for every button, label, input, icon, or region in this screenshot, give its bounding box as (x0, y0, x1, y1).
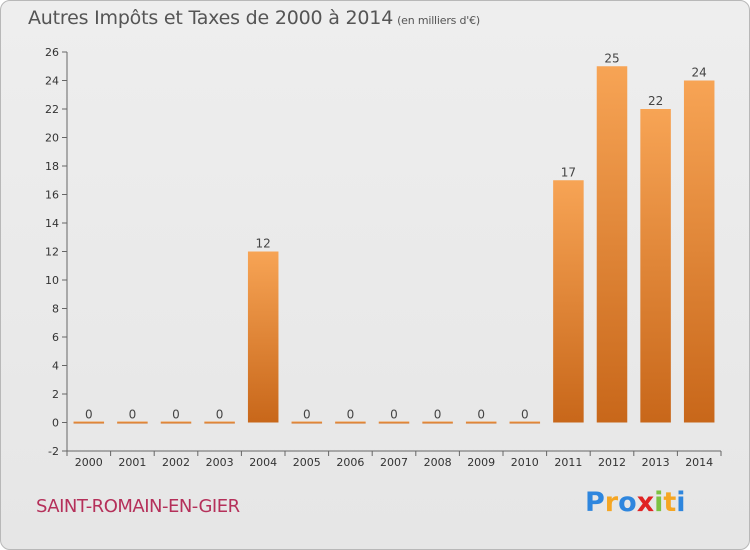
bar (509, 421, 541, 424)
logo-letter: i (676, 487, 686, 518)
proxiti-logo: Proxiti (585, 487, 686, 518)
data-labels: 0 0 0 0 12 0 0 0 0 0 0 17 25 22 24 (85, 51, 707, 421)
logo-letter: r (604, 487, 619, 518)
x-tick-label: 2003 (206, 456, 234, 469)
bar (73, 421, 105, 424)
y-tick-label: 6 (52, 331, 59, 344)
bar (378, 421, 410, 424)
data-label: 22 (648, 94, 663, 108)
x-tick-label: 2014 (685, 456, 713, 469)
data-label: 0 (477, 408, 485, 422)
y-tick-label: 2 (52, 388, 59, 401)
chart-title: Autres Impôts et Taxes de 2000 à 2014 (en… (28, 7, 480, 29)
data-label: 0 (347, 408, 355, 422)
data-label: 24 (692, 66, 707, 80)
y-tick-label: 12 (45, 246, 59, 259)
y-tick-label: 22 (45, 103, 59, 116)
bar (553, 180, 584, 423)
logo-letter: P (585, 487, 605, 518)
bar (204, 421, 235, 424)
data-label: 0 (172, 408, 180, 422)
x-tick-label: 2002 (162, 456, 190, 469)
bar (596, 66, 628, 423)
bar (247, 251, 279, 423)
bar (160, 421, 192, 424)
y-tick-label: 14 (45, 217, 59, 230)
x-tick-label: 2005 (293, 456, 321, 469)
data-label: 25 (604, 51, 619, 65)
bar (422, 421, 453, 424)
x-tick-label: 2006 (336, 456, 364, 469)
x-tick-label: 2013 (642, 456, 670, 469)
data-label: 17 (561, 165, 576, 179)
x-tick-label: 2007 (380, 456, 408, 469)
logo-letter: t (663, 487, 677, 518)
x-tick-label: 2001 (118, 456, 146, 469)
bars (73, 66, 715, 424)
data-label: 12 (256, 237, 271, 251)
bar (683, 80, 715, 423)
x-tick-label: 2012 (598, 456, 626, 469)
data-label: 0 (434, 408, 442, 422)
logo-letter: i (654, 487, 664, 518)
x-tick-label: 2004 (249, 456, 277, 469)
x-tick-label: 2000 (75, 456, 103, 469)
y-tick-label: 16 (45, 189, 59, 202)
bar (465, 421, 497, 424)
bar (640, 109, 671, 423)
y-tick-label: 26 (45, 46, 59, 59)
data-label: 0 (129, 408, 137, 422)
bar (335, 421, 366, 424)
data-label: 0 (85, 408, 93, 422)
logo-letter: x (636, 487, 655, 518)
data-label: 0 (303, 408, 311, 422)
logo-letter: o (618, 487, 637, 518)
chart-title-text: Autres Impôts et Taxes de 2000 à 2014 (28, 7, 394, 29)
data-label: 0 (521, 408, 529, 422)
x-tick-label: 2010 (511, 456, 539, 469)
data-label: 0 (216, 408, 224, 422)
y-tick-label: 0 (52, 417, 59, 430)
y-tick-label: 20 (45, 132, 59, 145)
y-tick-label: 4 (52, 360, 59, 373)
y-tick-label: 10 (45, 274, 59, 287)
y-tick-label: -2 (48, 445, 59, 458)
chart-unit: (en milliers d'€) (397, 14, 480, 27)
x-tick-label: 2011 (554, 456, 582, 469)
y-tick-label: 24 (45, 75, 59, 88)
data-label: 0 (390, 408, 398, 422)
y-tick-label: 18 (45, 160, 59, 173)
x-tick-label: 2008 (424, 456, 452, 469)
town-name: SAINT-ROMAIN-EN-GIER (36, 496, 240, 517)
bar (117, 421, 148, 424)
bar (291, 421, 323, 424)
y-tick-label: 8 (52, 303, 59, 316)
x-tick-label: 2009 (467, 456, 495, 469)
